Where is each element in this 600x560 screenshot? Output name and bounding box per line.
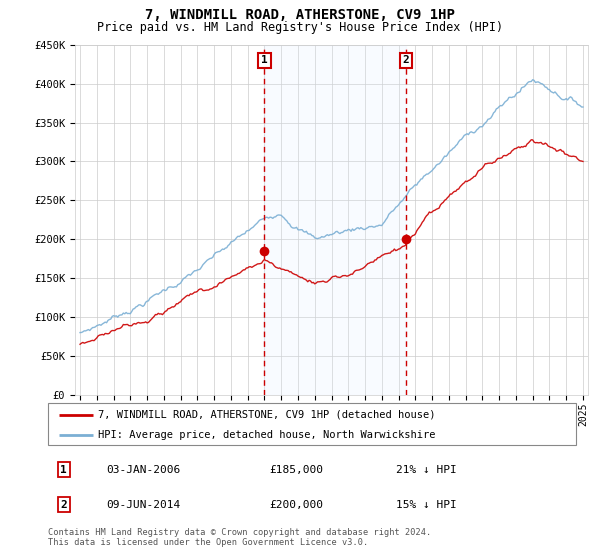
Bar [265, 45, 406, 395]
Text: £200,000: £200,000 [270, 500, 324, 510]
Text: 7, WINDMILL ROAD, ATHERSTONE, CV9 1HP: 7, WINDMILL ROAD, ATHERSTONE, CV9 1HP [145, 8, 455, 22]
Text: 03-JAN-2006: 03-JAN-2006 [106, 465, 181, 475]
Text: Price paid vs. HM Land Registry's House Price Index (HPI): Price paid vs. HM Land Registry's House … [97, 21, 503, 34]
Text: Contains HM Land Registry data © Crown copyright and database right 2024.
This d: Contains HM Land Registry data © Crown c… [48, 528, 431, 547]
Text: £185,000: £185,000 [270, 465, 324, 475]
Text: HPI: Average price, detached house, North Warwickshire: HPI: Average price, detached house, Nort… [98, 430, 436, 440]
Text: 15% ↓ HPI: 15% ↓ HPI [397, 500, 457, 510]
Text: 09-JUN-2014: 09-JUN-2014 [106, 500, 181, 510]
Text: 7, WINDMILL ROAD, ATHERSTONE, CV9 1HP (detached house): 7, WINDMILL ROAD, ATHERSTONE, CV9 1HP (d… [98, 409, 436, 419]
Text: 2: 2 [61, 500, 67, 510]
FancyBboxPatch shape [48, 403, 576, 445]
Text: 2: 2 [403, 55, 409, 66]
Text: 21% ↓ HPI: 21% ↓ HPI [397, 465, 457, 475]
Text: 1: 1 [261, 55, 268, 66]
Text: 1: 1 [61, 465, 67, 475]
